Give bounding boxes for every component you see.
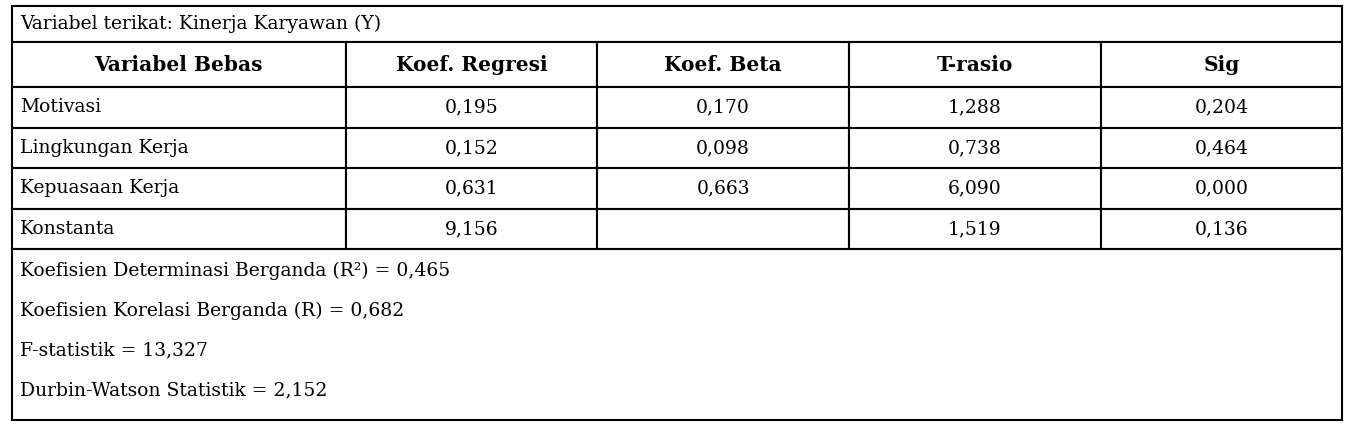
Text: Durbin-Watson Statistik = 2,152: Durbin-Watson Statistik = 2,152	[20, 381, 328, 399]
Bar	[849, 42, 1101, 87]
Text: 0,195: 0,195	[444, 98, 498, 116]
Bar	[1101, 42, 1342, 87]
Text: Motivasi: Motivasi	[20, 98, 102, 116]
Text: T-rasio: T-rasio	[937, 55, 1013, 75]
Bar	[597, 87, 849, 128]
Text: Kepuasaan Kerja: Kepuasaan Kerja	[20, 179, 179, 198]
Text: Lingkungan Kerja: Lingkungan Kerja	[20, 139, 188, 157]
Bar	[849, 87, 1101, 128]
Text: Koefisien Korelasi Berganda (R) = 0,682: Koefisien Korelasi Berganda (R) = 0,682	[20, 302, 405, 320]
Text: 0,098: 0,098	[696, 139, 750, 157]
Bar	[12, 168, 345, 209]
Bar	[345, 168, 597, 209]
Text: 0,136: 0,136	[1194, 220, 1248, 238]
Bar	[1101, 87, 1342, 128]
Bar	[345, 209, 597, 249]
Text: 0,663: 0,663	[696, 179, 750, 198]
Bar	[849, 209, 1101, 249]
Text: 9,156: 9,156	[444, 220, 498, 238]
Text: Sig: Sig	[1204, 55, 1239, 75]
Bar	[1101, 128, 1342, 168]
Text: 0,738: 0,738	[948, 139, 1002, 157]
Text: Koefisien Determinasi Berganda (R²) = 0,465: Koefisien Determinasi Berganda (R²) = 0,…	[20, 262, 451, 280]
Text: 1,519: 1,519	[948, 220, 1002, 238]
Bar	[1101, 209, 1342, 249]
Text: 0,464: 0,464	[1194, 139, 1248, 157]
Text: Variabel terikat: Kinerja Karyawan (Y): Variabel terikat: Kinerja Karyawan (Y)	[20, 15, 380, 33]
Bar	[12, 209, 345, 249]
Text: 0,000: 0,000	[1194, 179, 1248, 198]
Bar	[12, 128, 345, 168]
Bar	[597, 128, 849, 168]
Text: Variabel Bebas: Variabel Bebas	[95, 55, 263, 75]
Bar	[345, 42, 597, 87]
Text: F-statistik = 13,327: F-statistik = 13,327	[20, 342, 209, 360]
Text: Koef. Regresi: Koef. Regresi	[395, 55, 547, 75]
Bar	[597, 42, 849, 87]
Bar	[345, 87, 597, 128]
Bar	[345, 128, 597, 168]
Text: 6,090: 6,090	[948, 179, 1002, 198]
Bar	[12, 249, 1342, 420]
Text: 0,152: 0,152	[444, 139, 498, 157]
Text: 0,170: 0,170	[696, 98, 750, 116]
Bar	[12, 6, 1342, 42]
Bar	[12, 42, 345, 87]
Text: Konstanta: Konstanta	[20, 220, 115, 238]
Bar	[12, 87, 345, 128]
Bar	[597, 168, 849, 209]
Text: 0,631: 0,631	[444, 179, 498, 198]
Text: 1,288: 1,288	[948, 98, 1002, 116]
Bar	[1101, 168, 1342, 209]
Bar	[597, 209, 849, 249]
Text: 0,204: 0,204	[1194, 98, 1248, 116]
Text: Koef. Beta: Koef. Beta	[665, 55, 783, 75]
Bar	[849, 128, 1101, 168]
Bar	[849, 168, 1101, 209]
